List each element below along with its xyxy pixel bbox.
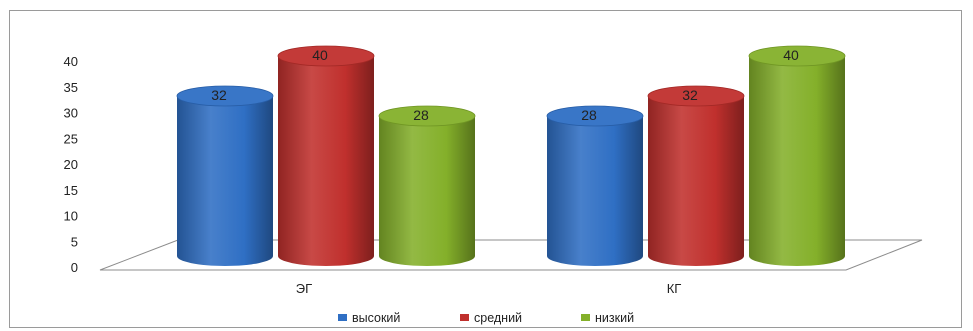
data-label: 40 [783,47,799,63]
legend-swatch [581,314,590,321]
legend-item-низкий: низкий [581,311,634,325]
bar-средний-ЭГ [277,45,375,266]
legend-swatch [460,314,469,321]
y-tick-label: 25 [64,131,78,146]
legend-label: низкий [595,311,634,325]
bar-низкий-КГ [748,45,846,266]
legend-label: средний [474,311,522,325]
y-tick-label: 20 [64,157,78,172]
legend-item-средний: средний [460,311,522,325]
plot-area: 32 40 28 28 32 40 [176,45,846,266]
y-tick-label: 10 [64,209,78,224]
legend-label: высокий [352,311,400,325]
x-axis: ЭГ КГ [296,281,682,296]
data-label: 32 [682,87,698,103]
y-tick-label: 30 [64,106,78,121]
bar-высокий-КГ [546,105,644,266]
x-tick-label: КГ [667,281,682,296]
bar-высокий-ЭГ [176,85,274,266]
legend: высокий средний низкий [338,311,634,325]
y-tick-label: 5 [71,234,78,249]
data-label: 28 [581,107,597,123]
y-axis: 0 5 10 15 20 25 30 35 40 [64,54,78,275]
legend-item-высокий: высокий [338,311,400,325]
bar-низкий-ЭГ [378,105,476,266]
y-tick-label: 0 [71,260,78,275]
data-label: 32 [211,87,227,103]
x-tick-label: ЭГ [296,281,312,296]
data-label: 40 [312,47,328,63]
y-tick-label: 35 [64,80,78,95]
y-tick-label: 40 [64,54,78,69]
data-label: 28 [413,107,429,123]
y-tick-label: 15 [64,183,78,198]
bar-средний-КГ [647,85,745,266]
legend-swatch [338,314,347,321]
